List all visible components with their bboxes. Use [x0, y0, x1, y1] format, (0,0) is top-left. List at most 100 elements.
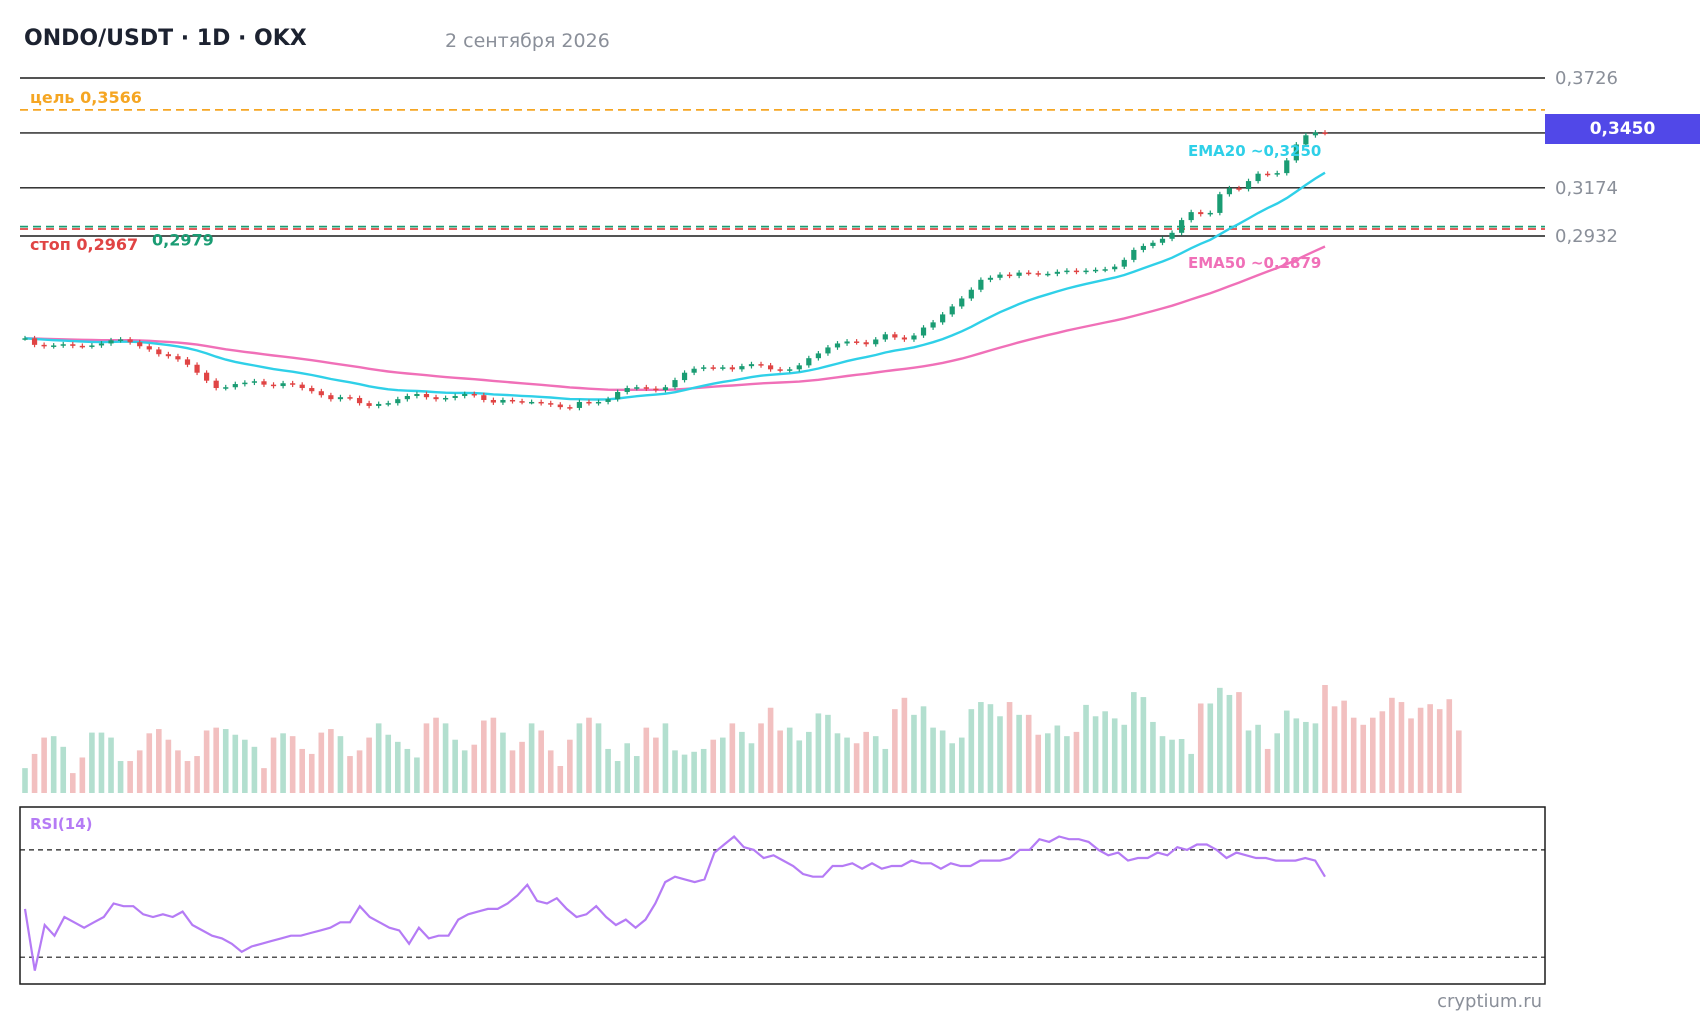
candle-body [567, 407, 573, 409]
volume-bar [22, 768, 28, 793]
candle-body [920, 327, 927, 336]
volume-bar [1331, 706, 1338, 793]
candle-body [748, 364, 755, 367]
candle-body [290, 383, 296, 385]
volume-bar [777, 730, 783, 793]
candle-body [1284, 160, 1290, 174]
candle-body [194, 364, 200, 373]
volume-bar [394, 741, 401, 793]
entry-level-label: 0,2979 [152, 231, 214, 250]
candle-body [911, 335, 917, 340]
volume-bar [1217, 687, 1223, 793]
candle-body [328, 395, 334, 400]
candle-body [242, 382, 248, 385]
volume-bar [815, 713, 822, 793]
volume-bar [337, 736, 344, 793]
volume-bar [127, 761, 133, 793]
candle-body [825, 347, 831, 354]
candle-body [634, 387, 640, 389]
candle-body [815, 353, 821, 359]
volume-bar [1073, 731, 1080, 793]
candle-body [739, 366, 745, 370]
volume-bar [1188, 753, 1194, 793]
volume-bar [308, 753, 315, 793]
candle-body [701, 367, 707, 369]
candle-body [146, 346, 152, 350]
volume-bar [1312, 723, 1319, 793]
volume-bars [22, 685, 1462, 793]
candle-body [1322, 132, 1328, 135]
volume-bar [60, 746, 67, 793]
volume-bar [853, 743, 860, 793]
volume-bar [882, 748, 889, 793]
volume-bar [1064, 736, 1070, 793]
candle-body [223, 387, 229, 389]
candle-body [672, 380, 678, 388]
candle-body [1293, 144, 1299, 161]
volume-bar [1408, 718, 1414, 793]
candle-body [548, 403, 554, 405]
volume-bar [911, 714, 917, 793]
volume-bar [958, 737, 965, 793]
candle-body [586, 401, 592, 404]
candle-body [213, 380, 219, 389]
volume-bar [98, 732, 105, 793]
candle-body [433, 397, 439, 400]
candle-body [1064, 270, 1070, 273]
candle-body [471, 394, 477, 396]
candle-body [1140, 245, 1146, 250]
volume-bar [997, 716, 1003, 793]
candle-body [337, 397, 344, 400]
candle-body [51, 345, 57, 347]
candle-body [1035, 273, 1041, 275]
candle-body [204, 372, 210, 381]
y-tick-label: 0,3174 [1555, 178, 1618, 199]
candle-body [1188, 212, 1194, 221]
volume-bar [452, 739, 458, 793]
volume-bar [1207, 703, 1214, 793]
volume-bar [1379, 711, 1386, 793]
candle-body [1179, 220, 1185, 233]
candle-body [854, 341, 860, 343]
volume-bar [232, 734, 239, 793]
volume-bar [328, 729, 334, 793]
candle-body [615, 392, 621, 400]
candle-body [79, 345, 85, 348]
candle-body [1217, 194, 1223, 213]
candle-body [777, 369, 783, 371]
volume-bar [949, 743, 956, 793]
candle-body [1102, 269, 1108, 271]
volume-bar [968, 709, 975, 793]
volume-bar [605, 748, 611, 793]
volume-bar [1054, 725, 1061, 793]
candle-body [1092, 269, 1099, 272]
volume-bar [184, 761, 191, 793]
candle-body [873, 339, 879, 345]
candle-body [643, 387, 649, 389]
volume-bar [1369, 717, 1376, 793]
candle-body [1255, 173, 1261, 182]
candle-body [261, 381, 267, 385]
candlesticks [22, 130, 1328, 411]
volume-bar [203, 730, 210, 793]
volume-bar [892, 709, 898, 793]
candle-body [1236, 188, 1242, 190]
volume-bar [1255, 724, 1261, 793]
volume-bar [1016, 714, 1022, 793]
current-price-badge: 0,3450 [1545, 114, 1700, 144]
volume-bar [806, 731, 812, 793]
candle-body [595, 401, 602, 404]
candle-body [280, 383, 286, 387]
candle-body [1131, 249, 1137, 260]
volume-bar [1226, 694, 1233, 793]
volume-bar [1111, 718, 1118, 793]
volume-bar [729, 723, 736, 793]
candle-body [1245, 181, 1252, 190]
volume-bar [1245, 730, 1252, 793]
candle-body [901, 337, 908, 340]
volume-bar [1322, 685, 1328, 793]
volume-bar [375, 723, 382, 793]
volume-bar [834, 733, 841, 793]
candle-body [347, 397, 353, 399]
ema50-line [24, 245, 1326, 391]
